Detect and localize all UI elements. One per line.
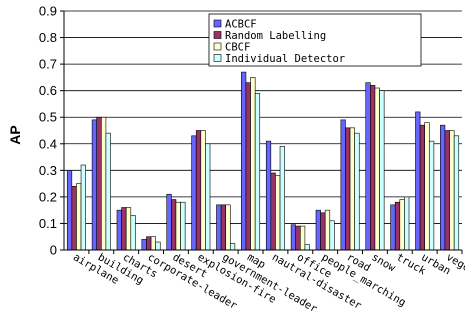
bar-map-3	[254, 93, 261, 251]
bars	[66, 71, 460, 251]
axes	[63, 11, 463, 254]
legend-swatch	[213, 31, 222, 39]
bar-truck-1	[394, 201, 401, 251]
legend-swatch	[213, 19, 222, 28]
bar-nautral-disaster-1	[270, 172, 276, 251]
bar-charts-3	[130, 215, 136, 251]
y-tick-label: 0.1	[39, 216, 57, 231]
y-tick-label: 0.2	[39, 189, 57, 204]
bar-urban-0	[415, 111, 421, 251]
bar-office-3	[304, 244, 310, 251]
bar-people_marching-1	[320, 212, 326, 251]
bar-nautral-disaster-3	[279, 146, 285, 251]
bar-road-0	[340, 119, 346, 251]
bar-nautral-disaster-2	[275, 175, 281, 251]
bar-map-1	[245, 82, 251, 251]
bar-explosion-fire-0	[191, 135, 197, 251]
bar-office-2	[300, 225, 306, 251]
bar-road-3	[354, 132, 360, 251]
bar-government-leader-2	[225, 204, 231, 251]
bar-people_marching-0	[315, 209, 321, 251]
legend-label: CBCF	[225, 42, 250, 54]
bar-charts-1	[121, 207, 127, 251]
y-tick-labels: 0 0.1 0.2 0.3 0.4 0.5 0.6 0.7 0.8 0.9	[39, 4, 57, 258]
bar-airplane-3	[80, 164, 86, 251]
bar-truck-0	[390, 204, 396, 251]
legend-swatch	[213, 54, 222, 62]
y-axis-label: AP	[7, 125, 23, 144]
bar-desert-1	[171, 199, 177, 251]
bar-charts-2	[125, 207, 132, 251]
y-tick-label: 0.3	[39, 163, 57, 178]
bar-government-leader-0	[216, 204, 222, 251]
bar-airplane-2	[76, 183, 82, 251]
legend-label: ACBCF	[225, 19, 257, 31]
bar-nautral-disaster-0	[265, 140, 272, 251]
bar-office-0	[290, 224, 297, 251]
bar-vegetation-3	[453, 135, 460, 251]
x-tick-labels: airplanebuildingchartscorporate-leaderde…	[71, 251, 465, 315]
bar-people_marching-3	[329, 220, 335, 251]
bar-truck-2	[399, 199, 405, 251]
bar-airplane-0	[66, 170, 73, 251]
bar-road-1	[345, 127, 351, 251]
x-tick-label: snow	[369, 251, 397, 274]
bar-explosion-fire-1	[195, 130, 202, 251]
bar-government-leader-1	[220, 204, 226, 251]
y-tick-label: 0.8	[39, 30, 57, 45]
bar-desert-2	[175, 201, 181, 251]
bar-people_marching-2	[324, 209, 331, 251]
bar-desert-3	[180, 201, 186, 251]
legend-label: Random Labelling	[225, 30, 326, 42]
bar-building-3	[105, 132, 111, 251]
bar-vegetation-0	[440, 124, 446, 251]
bar-explosion-fire-3	[205, 143, 211, 251]
bar-corporate-leader-1	[146, 236, 152, 251]
bar-urban-3	[428, 140, 435, 251]
y-tick-label: 0.9	[39, 4, 57, 19]
bar-snow-1	[370, 85, 376, 251]
bar-snow-3	[379, 90, 385, 251]
legend-swatch	[213, 42, 222, 51]
bar-building-2	[101, 116, 107, 251]
bar-charts-0	[116, 209, 122, 251]
bar-truck-3	[404, 196, 410, 251]
y-tick-label: 0.6	[39, 83, 57, 98]
bar-urban-2	[424, 122, 430, 251]
bar-snow-0	[365, 82, 371, 251]
legend-label: Individual Detector	[225, 53, 345, 65]
bar-corporate-leader-2	[150, 236, 156, 251]
bar-building-1	[96, 116, 102, 251]
y-tick-label: 0	[50, 243, 57, 258]
bar-road-2	[349, 127, 355, 251]
bar-building-0	[91, 119, 98, 251]
bar-office-1	[295, 225, 301, 251]
bar-vegetation-2	[449, 130, 455, 251]
y-tick-label: 0.4	[39, 136, 57, 151]
bar-vegetation-1	[444, 130, 450, 251]
y-tick-label: 0.7	[39, 57, 57, 72]
bar-government-leader-3	[229, 243, 236, 251]
bar-desert-0	[166, 193, 172, 251]
bar-explosion-fire-2	[200, 130, 206, 251]
bar-snow-2	[374, 87, 380, 251]
bar-urban-1	[419, 124, 425, 251]
bar-map-2	[250, 77, 256, 251]
bar-map-0	[241, 71, 247, 251]
bar-airplane-1	[71, 185, 77, 251]
y-tick-label: 0.5	[39, 110, 57, 125]
bar-corporate-leader-0	[141, 239, 147, 251]
bar-corporate-leader-3	[155, 241, 161, 251]
legend-box	[208, 13, 422, 67]
